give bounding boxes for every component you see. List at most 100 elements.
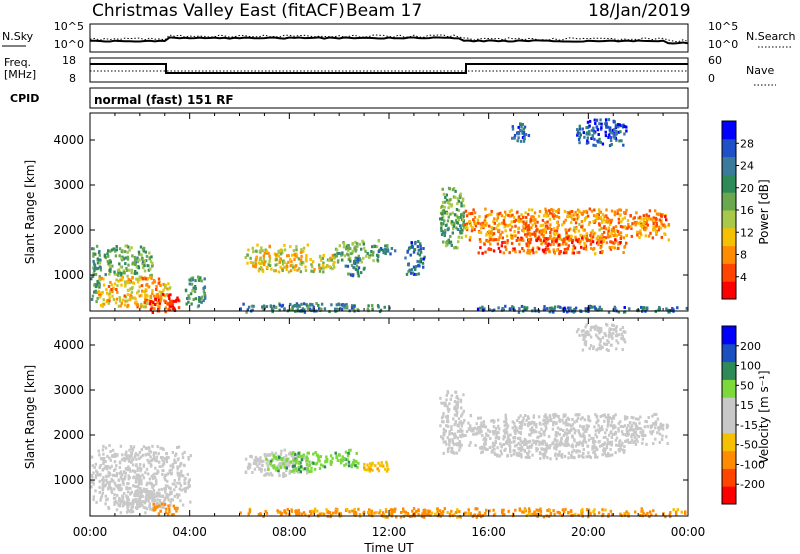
heatmap-cell bbox=[411, 509, 414, 513]
heatmap-cell bbox=[384, 252, 387, 255]
heatmap-cell bbox=[250, 455, 253, 459]
heatmap-cell bbox=[285, 466, 288, 470]
heatmap-cell bbox=[130, 447, 133, 450]
heatmap-cell bbox=[368, 469, 371, 473]
heatmap-cell bbox=[254, 265, 257, 269]
heatmap-cell bbox=[288, 471, 291, 475]
heatmap-cell bbox=[558, 250, 562, 254]
heatmap-cell bbox=[346, 305, 349, 309]
heatmap-cell bbox=[306, 451, 309, 455]
heatmap-cell bbox=[278, 462, 282, 466]
heatmap-cell bbox=[274, 263, 277, 267]
heatmap-cell bbox=[481, 446, 484, 450]
heatmap-cell bbox=[96, 266, 100, 270]
heatmap-cell bbox=[295, 458, 298, 462]
heatmap-cell bbox=[127, 245, 130, 249]
heatmap-cell bbox=[126, 268, 129, 272]
heatmap-cell bbox=[454, 435, 458, 439]
heatmap-cell bbox=[486, 239, 490, 243]
heatmap-cell bbox=[563, 306, 566, 310]
heatmap-cell bbox=[126, 498, 129, 502]
heatmap-cell bbox=[668, 310, 671, 314]
heatmap-cell bbox=[109, 249, 112, 253]
heatmap-cell bbox=[130, 454, 133, 458]
heatmap-cell bbox=[295, 245, 298, 249]
heatmap-cell bbox=[151, 476, 155, 480]
heatmap-cell bbox=[586, 239, 589, 243]
heatmap-cell bbox=[260, 469, 263, 473]
heatmap-cell bbox=[524, 222, 528, 226]
heatmap-cell bbox=[371, 253, 375, 257]
heatmap-cell bbox=[278, 303, 282, 307]
heatmap-cell bbox=[381, 248, 385, 252]
heatmap-cell bbox=[178, 475, 181, 479]
y-tick-label: 4000 bbox=[53, 338, 84, 352]
heatmap-cell bbox=[415, 509, 418, 513]
heatmap-cell bbox=[464, 434, 467, 437]
heatmap-cell bbox=[542, 430, 545, 434]
colorbar-segment bbox=[722, 174, 736, 193]
heatmap-cell bbox=[503, 225, 506, 229]
heatmap-cell bbox=[246, 465, 250, 469]
heatmap-cell bbox=[605, 208, 608, 212]
heatmap-cell bbox=[298, 267, 301, 270]
heatmap-cell bbox=[454, 421, 457, 425]
heatmap-cell bbox=[579, 434, 582, 438]
heatmap-cell bbox=[546, 419, 549, 423]
heatmap-cell bbox=[249, 454, 252, 458]
heatmap-cell bbox=[554, 431, 558, 434]
heatmap-cell bbox=[553, 512, 556, 516]
heatmap-cell bbox=[134, 453, 137, 457]
heatmap-cell bbox=[143, 259, 147, 263]
heatmap-cell bbox=[126, 250, 129, 254]
heatmap-cell bbox=[283, 265, 286, 269]
heatmap-cell bbox=[645, 420, 648, 424]
colorbar-tick-label: 50 bbox=[740, 379, 754, 392]
colorbar-tick-label: 4 bbox=[740, 271, 747, 284]
heatmap-cell bbox=[135, 271, 139, 275]
heatmap-cell bbox=[604, 431, 607, 435]
heatmap-cell bbox=[503, 512, 506, 516]
x-tick-label: 04:00 bbox=[172, 525, 207, 539]
heatmap-cell bbox=[595, 435, 599, 439]
heatmap-cell bbox=[136, 305, 139, 309]
heatmap-cell bbox=[543, 237, 546, 241]
heatmap-cell bbox=[525, 451, 529, 455]
heatmap-cell bbox=[96, 281, 100, 285]
heatmap-cell bbox=[623, 125, 626, 128]
heatmap-cell bbox=[649, 231, 652, 235]
heatmap-cell bbox=[95, 291, 98, 294]
heatmap-cell bbox=[565, 418, 568, 422]
heatmap-cell bbox=[543, 308, 546, 312]
heatmap-cell bbox=[539, 434, 542, 438]
heatmap-cell bbox=[268, 245, 271, 249]
heatmap-cell bbox=[148, 460, 151, 464]
heatmap-cell bbox=[177, 306, 181, 310]
heatmap-cell bbox=[347, 257, 350, 261]
heatmap-cell bbox=[492, 220, 495, 224]
heatmap-cell bbox=[183, 481, 187, 485]
heatmap-cell bbox=[634, 510, 637, 514]
heatmap-cell bbox=[188, 296, 191, 300]
heatmap-cell bbox=[537, 415, 541, 419]
heatmap-cell bbox=[452, 224, 455, 228]
heatmap-cell bbox=[351, 242, 354, 246]
heatmap-cell bbox=[607, 451, 610, 455]
heatmap-cell bbox=[530, 215, 533, 219]
heatmap-cell bbox=[173, 460, 176, 464]
heatmap-cell bbox=[173, 488, 176, 492]
heatmap-cell bbox=[107, 486, 110, 490]
heatmap-cell bbox=[636, 233, 639, 237]
heatmap-cell bbox=[556, 510, 559, 514]
heatmap-cell bbox=[124, 282, 127, 286]
heatmap-cell bbox=[596, 128, 600, 132]
heatmap-cell bbox=[179, 464, 182, 468]
heatmap-cell bbox=[322, 266, 325, 270]
heatmap-cell bbox=[137, 289, 140, 293]
heatmap-cell bbox=[151, 289, 154, 292]
heatmap-cell bbox=[463, 225, 466, 229]
heatmap-cell bbox=[165, 458, 168, 462]
heatmap-cell bbox=[456, 400, 459, 404]
heatmap-cell bbox=[643, 217, 646, 221]
heatmap-cell bbox=[647, 217, 650, 221]
